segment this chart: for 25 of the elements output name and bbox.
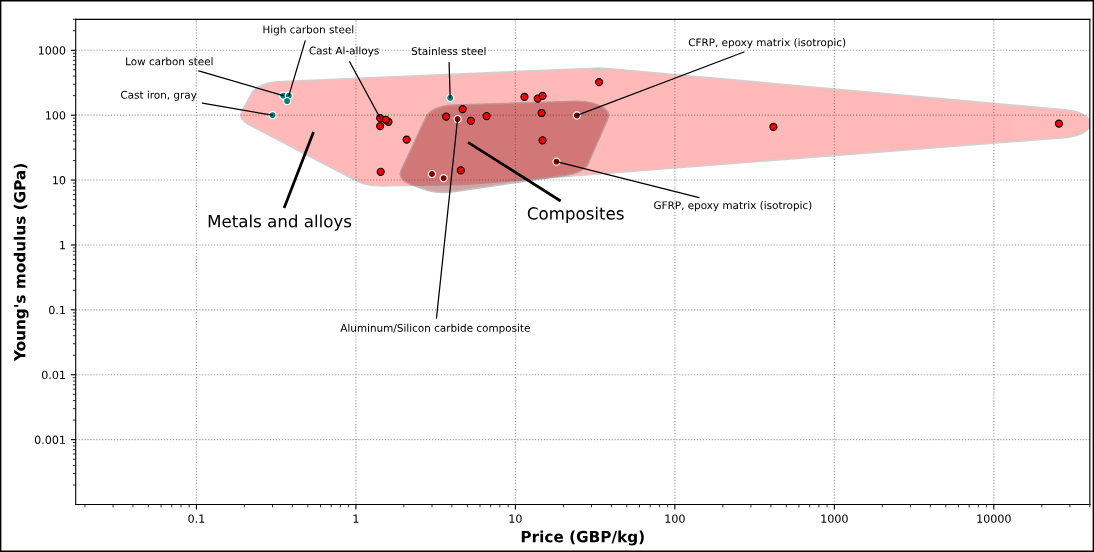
x-tick-label: 10000 [977, 514, 1011, 523]
y-tick-label: 0.01 [41, 370, 65, 380]
y-tick-label: 1 [60, 241, 65, 250]
x-tick-label: 0.1 [188, 514, 205, 523]
y-tick-label: 100 [45, 111, 66, 120]
annotation: CFRP, epoxy matrix (isotropic) [688, 38, 846, 49]
y-tick-label: 10 [53, 176, 66, 185]
x-axis-title: Price (GBP/kg) [521, 530, 644, 546]
annotation: Low carbon steel [126, 57, 213, 66]
x-tick-label: 1000 [821, 514, 848, 523]
annotation: Composites [527, 206, 624, 223]
annotation: GFRP, epoxy matrix (isotropic) [654, 201, 812, 212]
y-axis-title: Young's modulus (GPa) [13, 164, 29, 362]
y-tick-label: 1000 [38, 46, 66, 55]
y-tick-label: 0.1 [49, 305, 65, 315]
annotation: Aluminum/Silicon carbide composite [340, 323, 530, 334]
annotation: Stainless steel [411, 46, 486, 56]
annotation: High carbon steel [263, 25, 354, 36]
annotation: Cast iron, gray [120, 90, 197, 101]
annotation: Metals and alloys [208, 214, 352, 231]
y-tick-label: 0.001 [34, 435, 65, 445]
x-tick-label: 10 [509, 514, 522, 523]
x-tick-label: 100 [665, 514, 685, 523]
annotation: Cast Al-alloys [309, 46, 379, 57]
x-tick-label: 1 [353, 514, 359, 523]
